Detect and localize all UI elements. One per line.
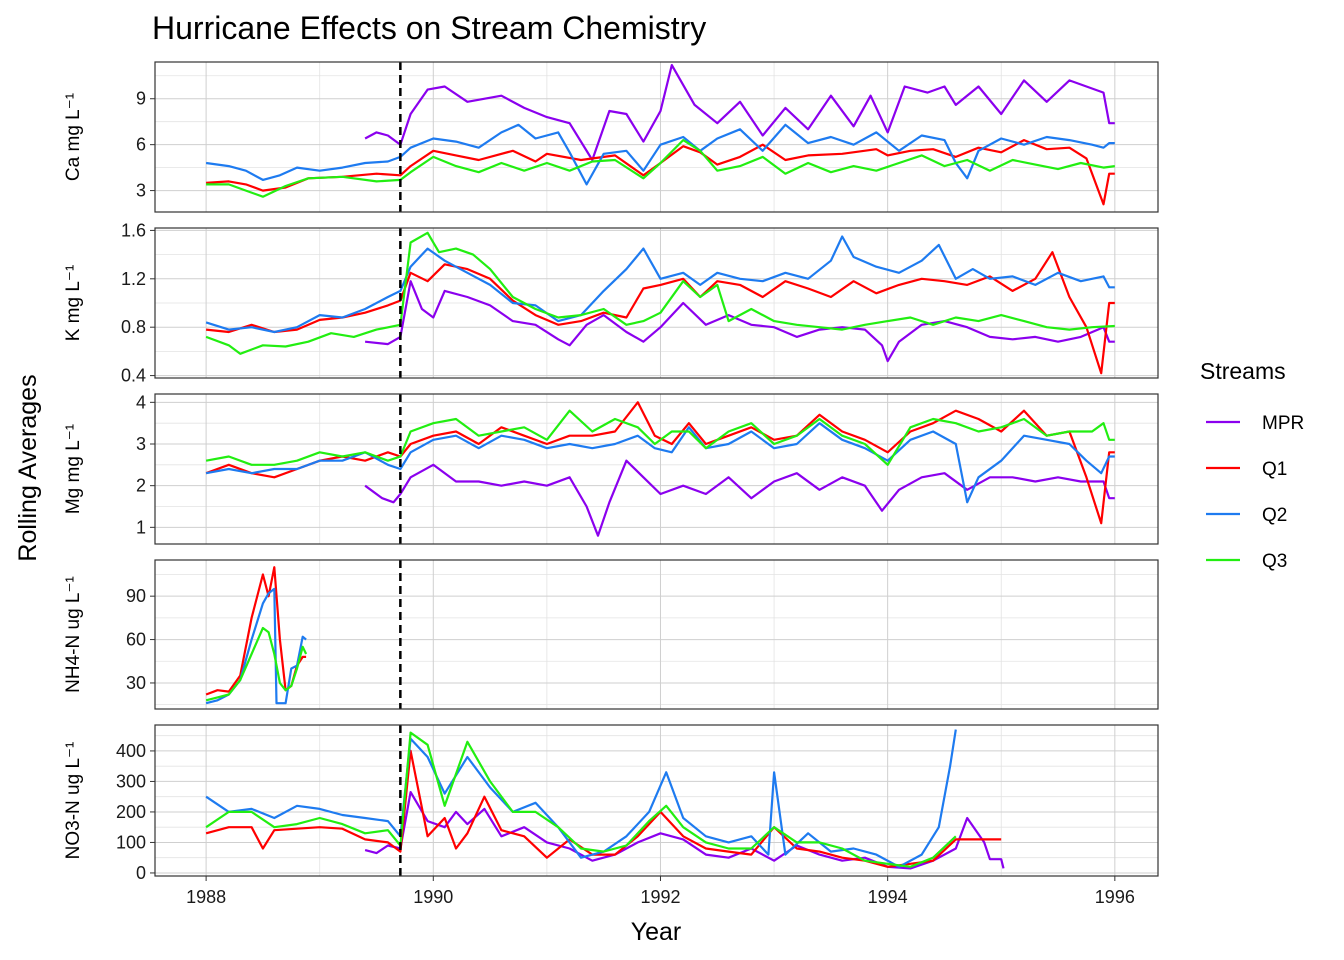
legend-label: Q1 xyxy=(1262,459,1287,480)
x-tick-label: 1992 xyxy=(640,887,680,907)
panel-1: 3 6 9 Ca mg L⁻¹ xyxy=(63,61,1159,213)
y-tick-label: 100 xyxy=(116,832,146,852)
series-line-mpr xyxy=(364,459,1115,537)
panel-background xyxy=(155,394,1158,544)
y-tick-label: 3 xyxy=(136,434,146,454)
series-line-q1 xyxy=(205,251,1115,375)
legend-item-q3: Q3 xyxy=(1206,551,1287,572)
x-tick-label: 1988 xyxy=(186,887,226,907)
y-tick-label: 30 xyxy=(126,673,146,693)
y-tick-label: 1.2 xyxy=(121,269,146,289)
legend: Streams MPR Q1 Q2 Q3 xyxy=(1200,358,1304,572)
panel-y-label: NO3-N ug L⁻¹ xyxy=(63,742,84,860)
y-tick-label: 1.6 xyxy=(121,220,146,240)
y-tick-label: 200 xyxy=(116,802,146,822)
series-line-q3 xyxy=(205,626,308,702)
panel-4: 30 60 90 NH4-N ug L⁻¹ xyxy=(63,559,1159,710)
legend-label: Q3 xyxy=(1262,551,1287,572)
chart-panels: 3 6 9 Ca mg L⁻¹ 0.4 0.8 1.2 1.6 K mg L⁻¹ 1 2 3 4 Mg m… xyxy=(63,61,1159,883)
series-line-q3 xyxy=(205,409,1115,466)
series-line-q2 xyxy=(205,235,1115,334)
y-tick-label: 6 xyxy=(136,135,146,155)
y-tick-label: 0 xyxy=(136,863,146,883)
x-axis-title: Year xyxy=(631,918,682,946)
panel-5: 0 100 200 300 400 NO3-N ug L⁻¹ xyxy=(63,724,1159,883)
legend-label: Q2 xyxy=(1262,505,1287,526)
panel-border xyxy=(154,61,1159,213)
series-line-mpr xyxy=(364,280,1115,363)
legend-title: Streams xyxy=(1200,358,1286,384)
panel-background xyxy=(155,62,1158,212)
series-line-q3 xyxy=(206,139,1115,198)
panel-3: 1 2 3 4 Mg mg L⁻¹ xyxy=(63,392,1159,545)
panel-border xyxy=(154,227,1159,379)
series-line-mpr xyxy=(364,63,1115,162)
x-tick-label: 1994 xyxy=(868,887,908,907)
panel-y-label: Ca mg L⁻¹ xyxy=(63,93,84,181)
panel-y-label: NH4-N ug L⁻¹ xyxy=(63,576,84,693)
y-tick-label: 90 xyxy=(126,586,146,606)
legend-item-q1: Q1 xyxy=(1206,459,1287,480)
series-line-mpr xyxy=(364,791,1005,870)
series-line-q3 xyxy=(205,731,957,868)
y-tick-label: 400 xyxy=(116,741,146,761)
series-line-q1 xyxy=(206,139,1115,206)
y-tick-label: 9 xyxy=(136,89,146,109)
panel-background xyxy=(155,560,1158,709)
y-tick-label: 4 xyxy=(136,392,146,412)
y-tick-label: 0.4 xyxy=(121,366,146,386)
y-tick-label: 1 xyxy=(136,517,146,537)
x-tick-label: 1996 xyxy=(1095,887,1135,907)
legend-item-q2: Q2 xyxy=(1206,505,1287,526)
y-tick-label: 3 xyxy=(136,181,146,201)
series-line-q2 xyxy=(205,422,1115,504)
legend-item-mpr: MPR xyxy=(1206,413,1304,434)
panel-y-label: K mg L⁻¹ xyxy=(63,265,84,342)
panel-border xyxy=(154,724,1159,877)
y-tick-label: 0.8 xyxy=(121,317,146,337)
x-tick-label: 1990 xyxy=(413,887,453,907)
series-line-q3 xyxy=(205,231,1115,355)
panel-border xyxy=(154,559,1159,710)
panel-border xyxy=(154,393,1159,545)
legend-label: MPR xyxy=(1262,413,1304,434)
panel-2: 0.4 0.8 1.2 1.6 K mg L⁻¹ xyxy=(63,220,1159,386)
panel-y-label: Mg mg L⁻¹ xyxy=(63,424,84,514)
series-line-q2 xyxy=(205,123,1115,186)
series-line-q1 xyxy=(205,401,1115,525)
chart-title: Hurricane Effects on Stream Chemistry xyxy=(152,10,706,46)
series-line-q1 xyxy=(205,749,1002,868)
x-axis: 1988 1990 1992 1994 1996 xyxy=(186,876,1135,907)
panel-background xyxy=(155,725,1158,876)
y-tick-label: 300 xyxy=(116,771,146,791)
y-tick-label: 2 xyxy=(136,476,146,496)
y-tick-label: 60 xyxy=(126,630,146,650)
y-axis-title: Rolling Averages xyxy=(14,374,42,561)
